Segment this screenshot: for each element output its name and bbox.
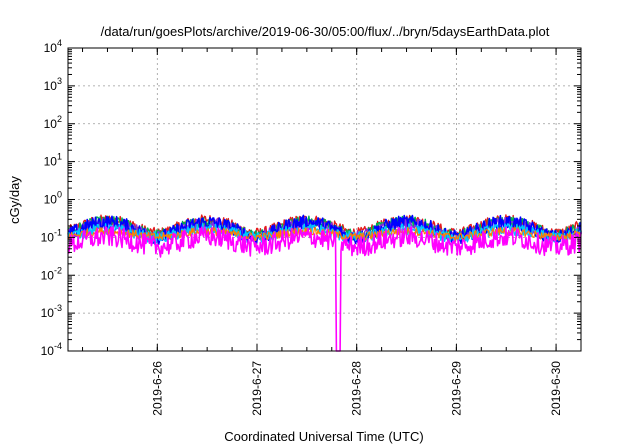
x-tick-label: 2019-6-27 bbox=[250, 361, 264, 416]
y-tick-label: 104 bbox=[44, 38, 62, 55]
grid bbox=[68, 48, 581, 351]
x-tick-label: 2019-6-30 bbox=[549, 361, 563, 416]
chart-title: /data/run/goesPlots/archive/2019-06-30/0… bbox=[101, 24, 550, 39]
x-axis-label: Coordinated Universal Time (UTC) bbox=[224, 429, 423, 444]
series-line bbox=[67, 226, 582, 352]
y-tick-label: 10-3 bbox=[41, 303, 62, 320]
series-group bbox=[67, 214, 582, 352]
y-tick-label: 100 bbox=[44, 190, 62, 207]
x-tick-label: 2019-6-26 bbox=[150, 361, 164, 416]
y-tick-label: 10-4 bbox=[41, 341, 62, 358]
y-tick-label: 103 bbox=[44, 76, 62, 93]
y-axis-label: cGy/day bbox=[7, 176, 22, 224]
x-tick-label: 2019-6-28 bbox=[350, 361, 364, 416]
y-tick-label: 10-2 bbox=[41, 265, 62, 282]
y-tick-label: 101 bbox=[44, 152, 62, 169]
x-axis: 2019-6-26 2019-6-27 2019-6-28 2019-6-29 2019… bbox=[82, 48, 582, 416]
y-tick-label: 10-1 bbox=[41, 227, 62, 244]
y-tick-label: 102 bbox=[44, 114, 62, 131]
y-axis: 10-4 10-3 10-2 10-1 100 101 102 103 104 bbox=[41, 38, 581, 358]
x-tick-label: 2019-6-29 bbox=[449, 361, 463, 416]
